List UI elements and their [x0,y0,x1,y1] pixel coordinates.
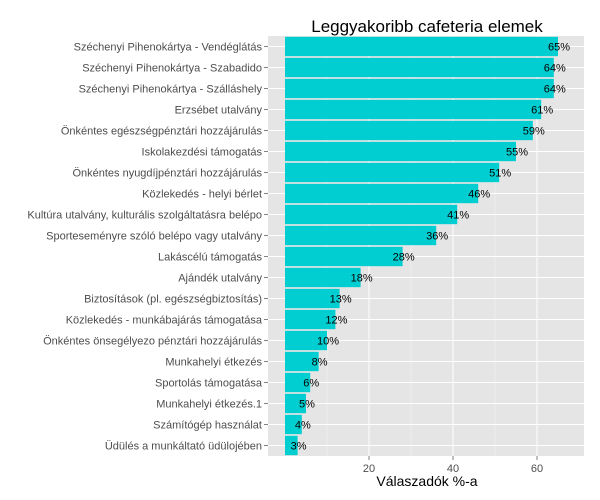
category-label: Közlekedés - helyi bérlet [142,189,262,201]
category-label: Iskolakezdési támogatás [142,147,263,159]
data-label: 46% [468,189,490,201]
x-axis-ticks: 20 40 60 [363,456,543,475]
data-label: 3% [291,441,307,453]
x-axis-title: Válaszadók %-a [376,473,477,489]
data-label: 10% [317,336,339,348]
bar [285,162,500,183]
category-label: Erzsébet utalvány [175,105,263,117]
bar [285,246,403,267]
category-label: Kultúra utalvány, kulturális szolgáltatá… [27,210,262,222]
bar [285,288,340,309]
bar [285,141,516,162]
bar [285,183,479,204]
category-label: Munkahelyi étkezés.1 [156,399,262,411]
bar [285,393,306,414]
category-label: Biztosítások (pl. egészségbiztosítás) [84,294,262,306]
category-label: Számítógép használat [153,420,262,432]
data-label: 64% [544,84,566,96]
data-label: 12% [325,315,347,327]
bar [285,99,542,120]
data-label: 51% [489,168,511,180]
data-label: 4% [295,420,311,432]
category-label: Ajándék utalvány [178,273,262,285]
data-labels: 65% 64% 64% 61% 59% 55% 51% 46% 41% 36% 28% 18% 13% 1… [291,42,571,453]
data-label: 64% [544,63,566,75]
x-tick-label: 40 [447,463,459,475]
bar [285,57,554,78]
category-label: Önkéntes egészségpénztári hozzájárulás [61,126,263,138]
category-label: Széchenyi Pihenokártya - Szabadido [82,63,262,75]
x-tick-label: 60 [531,463,543,475]
bar [285,204,458,225]
category-label: Sportolás támogatása [155,378,263,390]
bar [285,267,361,288]
chart-title: Leggyakoribb cafeteria elemek [311,17,543,36]
data-label: 55% [506,147,528,159]
bar [285,330,327,351]
bar [285,36,558,57]
data-label: 18% [351,273,373,285]
bar [285,309,336,330]
data-label: 36% [426,231,448,243]
data-label: 6% [303,378,319,390]
bar [285,78,554,99]
x-tick-label: 20 [363,463,375,475]
category-label: Üdülés a munkáltató üdülojében [105,441,262,453]
category-label: Közlekedés - munkábajárás támogatása [66,315,263,327]
bar [285,372,311,393]
category-label: Széchenyi Pihenokártya - Szálláshely [79,84,263,96]
data-label: 59% [523,126,545,138]
category-label: Önkéntes önsegélyezo pénztári hozzájárul… [43,336,262,348]
category-label: Lakáscélú támogatás [158,252,262,264]
category-label: Önkéntes nyugdíjpénztári hozzájárulás [72,168,262,180]
category-label: Munkahelyi étkezés [165,357,262,369]
bar [285,225,437,246]
bar [285,435,298,456]
data-label: 65% [548,42,570,54]
category-label: Széchenyi Pihenokártya - Vendéglátás [74,42,263,54]
bar [285,351,319,372]
data-label: 28% [393,252,415,264]
bar [285,414,302,435]
data-label: 61% [531,105,553,117]
bars [285,36,558,456]
data-label: 5% [299,399,315,411]
data-label: 8% [312,357,328,369]
data-label: 41% [447,210,469,222]
category-label: Sporteseményre szóló belépo vagy utalván… [46,231,262,243]
category-labels: Széchenyi Pihenokártya - Vendéglátás Széc… [27,42,268,453]
bar [285,120,533,141]
data-label: 13% [330,294,352,306]
